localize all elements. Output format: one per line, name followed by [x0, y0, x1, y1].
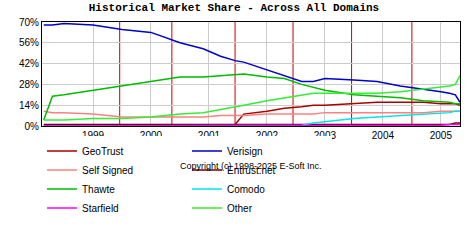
svg-text:Copyright (c) 1998-2025 E-Soft: Copyright (c) 1998-2025 E-Soft Inc.	[180, 161, 322, 171]
svg-text:28%: 28%	[19, 79, 39, 90]
svg-text:2002: 2002	[255, 130, 279, 141]
svg-text:14%: 14%	[19, 100, 39, 111]
svg-text:Thawte: Thawte	[82, 184, 115, 195]
svg-text:Self Signed: Self Signed	[82, 165, 133, 176]
svg-text:GeoTrust: GeoTrust	[82, 146, 124, 157]
svg-text:2005: 2005	[430, 130, 453, 141]
svg-text:Historical Market Share - Acro: Historical Market Share - Across All Dom…	[89, 2, 379, 14]
svg-text:2004: 2004	[372, 130, 395, 141]
svg-text:Other: Other	[227, 203, 253, 214]
svg-text:Entrust.net: Entrust.net	[227, 165, 276, 176]
svg-text:1999: 1999	[81, 130, 105, 141]
svg-text:0%: 0%	[25, 121, 40, 132]
svg-text:2003: 2003	[313, 130, 336, 141]
svg-text:2000: 2000	[139, 130, 163, 141]
svg-text:56%: 56%	[19, 37, 39, 48]
svg-text:42%: 42%	[19, 58, 39, 69]
svg-text:Starfield: Starfield	[82, 203, 119, 214]
svg-text:70%: 70%	[19, 17, 39, 28]
svg-text:2001: 2001	[197, 130, 221, 141]
svg-text:Comodo: Comodo	[227, 184, 265, 195]
svg-text:Verisign: Verisign	[227, 146, 263, 157]
